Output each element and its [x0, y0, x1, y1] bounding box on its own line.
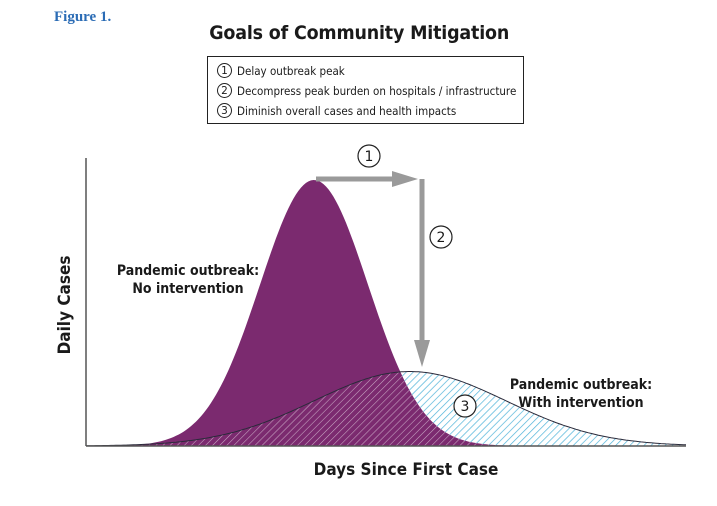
goal-text-1: Delay outbreak peak — [237, 64, 345, 78]
goal-text-3: Diminish overall cases and health impact… — [237, 104, 457, 118]
delay-arrow — [316, 171, 418, 187]
series-label-with-intervention-line1: Pandemic outbreak: — [510, 377, 652, 393]
series-label-no-intervention-line1: Pandemic outbreak: — [117, 263, 259, 279]
decompress-arrow — [414, 179, 430, 367]
goal-number-3: 3 — [217, 103, 232, 118]
x-axis-label: Days Since First Case — [314, 459, 499, 479]
annotation-3-badge: 3 — [453, 394, 477, 418]
y-axis-label: Daily Cases — [54, 256, 74, 355]
series-label-with-intervention-line2: With intervention — [518, 395, 643, 411]
no-intervention-area — [86, 180, 686, 446]
annotation-2-label: 2 — [437, 230, 446, 246]
with-intervention-curve — [86, 371, 687, 447]
series-label-no-intervention-line2: No intervention — [132, 281, 243, 297]
annotation-3-label: 3 — [461, 399, 470, 415]
figure-label: Figure 1. — [54, 9, 112, 25]
goal-item-1: 1 Delay outbreak peak — [217, 61, 523, 81]
annotation-1-label: 1 — [365, 149, 374, 165]
annotation-1-badge: 1 — [357, 144, 381, 168]
chart-title: Goals of Community Mitigation — [209, 22, 510, 44]
goal-number-2: 2 — [217, 83, 232, 98]
goal-item-2: 2 Decompress peak burden on hospitals / i… — [217, 81, 523, 101]
goal-text-2: Decompress peak burden on hospitals / in… — [237, 84, 517, 98]
goal-number-1: 1 — [217, 63, 232, 78]
annotation-2-badge: 2 — [429, 225, 453, 249]
goals-legend-box: 1 Delay outbreak peak 2 Decompress peak bu… — [207, 56, 524, 124]
goal-item-3: 3 Diminish overall cases and health impac… — [217, 101, 523, 121]
